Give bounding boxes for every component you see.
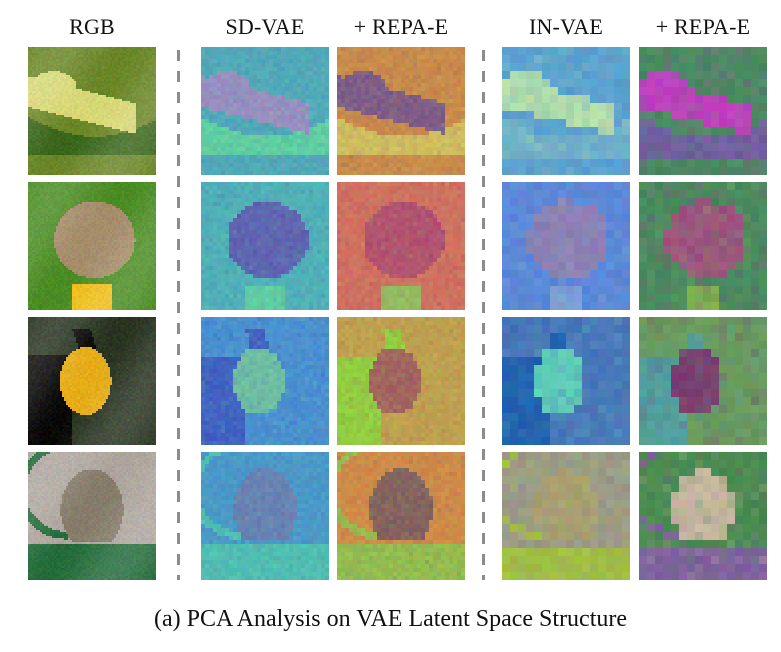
thumbnail-lizard-in-vae <box>502 47 630 175</box>
image-pca-map <box>502 317 630 445</box>
image-pca-map <box>337 317 465 445</box>
thumbnail-toucan-in-vae-repa-e <box>639 317 767 445</box>
dashed-divider-left <box>177 50 180 580</box>
image-pca-map <box>502 182 630 310</box>
thumbnail-butterfly-rgb <box>28 182 156 310</box>
image-pca-map <box>201 182 329 310</box>
thumbnail-kitten-in-vae-repa-e <box>639 452 767 580</box>
thumbnail-butterfly-sd-vae <box>201 182 329 310</box>
column-header-in-vae: IN-VAE <box>528 14 604 39</box>
thumbnail-toucan-sd-vae-repa-e <box>337 317 465 445</box>
thumbnail-toucan-in-vae <box>502 317 630 445</box>
image-pca-map <box>337 182 465 310</box>
thumbnail-toucan-rgb <box>28 317 156 445</box>
thumbnail-lizard-sd-vae-repa-e <box>337 47 465 175</box>
thumbnail-lizard-in-vae-repa-e <box>639 47 767 175</box>
thumbnail-lizard-rgb <box>28 47 156 175</box>
image-pca-map <box>201 317 329 445</box>
thumbnail-lizard-sd-vae <box>201 47 329 175</box>
image-photo <box>28 182 156 310</box>
image-pca-map <box>201 452 329 580</box>
column-header-in-vae-repa-e: + REPA-E <box>655 14 751 39</box>
thumbnail-butterfly-sd-vae-repa-e <box>337 182 465 310</box>
image-pca-map <box>502 452 630 580</box>
dashed-divider-right <box>482 50 485 580</box>
thumbnail-kitten-sd-vae-repa-e <box>337 452 465 580</box>
thumbnail-kitten-rgb <box>28 452 156 580</box>
thumbnail-butterfly-in-vae <box>502 182 630 310</box>
image-pca-map <box>639 317 767 445</box>
image-pca-map <box>639 452 767 580</box>
image-photo <box>28 317 156 445</box>
column-header-rgb: RGB <box>69 14 115 39</box>
thumbnail-butterfly-in-vae-repa-e <box>639 182 767 310</box>
image-photo <box>28 47 156 175</box>
image-pca-map <box>337 47 465 175</box>
image-pca-map <box>201 47 329 175</box>
thumbnail-kitten-sd-vae <box>201 452 329 580</box>
image-pca-map <box>502 47 630 175</box>
image-pca-map <box>639 47 767 175</box>
image-photo <box>28 452 156 580</box>
image-pca-map <box>639 182 767 310</box>
thumbnail-toucan-sd-vae <box>201 317 329 445</box>
column-header-sd-vae-repa-e: + REPA-E <box>353 14 449 39</box>
image-pca-map <box>337 452 465 580</box>
thumbnail-kitten-in-vae <box>502 452 630 580</box>
column-header-sd-vae: SD-VAE <box>225 14 305 39</box>
figure-caption: (a) PCA Analysis on VAE Latent Space Str… <box>153 606 628 632</box>
